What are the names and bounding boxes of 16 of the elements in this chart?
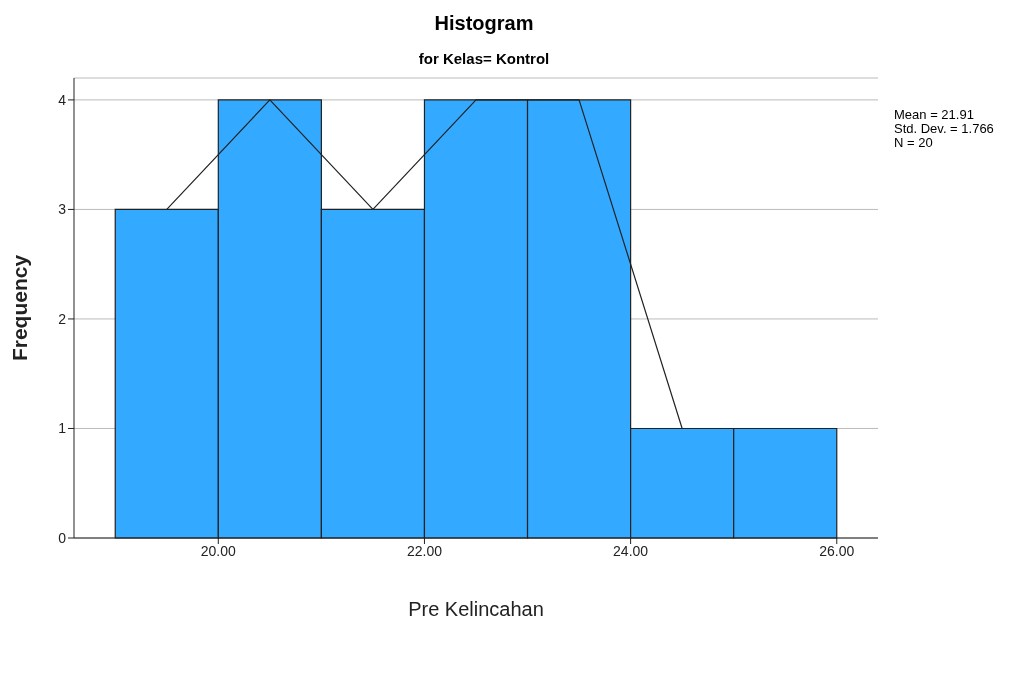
text: Std. Dev. = 1.766 (894, 121, 994, 136)
x-tick-label: 20.00 (200, 542, 237, 559)
x-axis-title: Pre Kelincahan (408, 598, 544, 620)
y-tick-label: 4 (58, 91, 67, 108)
text: N = 20 (894, 135, 934, 150)
y-tick-label: 3 (58, 201, 67, 218)
y-axis-title: Frequency (8, 254, 32, 362)
chart-title: Histogram (433, 12, 535, 35)
x-tick-label: 24.00 (613, 542, 649, 559)
x-tick-label: 26.00 (819, 542, 855, 559)
y-tick-label: 2 (58, 310, 67, 327)
text: Mean = 21.91 (894, 107, 975, 122)
y-tick-label: 1 (58, 420, 67, 437)
chart-subtitle: for Kelas= Kontrol (417, 50, 551, 67)
y-tick-label: 0 (58, 529, 67, 546)
x-tick-label: 22.00 (406, 542, 443, 559)
